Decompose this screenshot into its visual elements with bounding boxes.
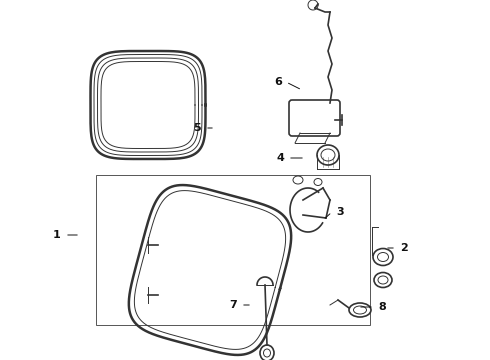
- Ellipse shape: [353, 306, 367, 314]
- Ellipse shape: [314, 179, 322, 185]
- Ellipse shape: [321, 149, 335, 161]
- Text: 6: 6: [274, 77, 282, 87]
- Ellipse shape: [374, 273, 392, 288]
- Ellipse shape: [260, 345, 274, 360]
- Ellipse shape: [377, 252, 389, 261]
- Bar: [96, 175, 370, 325]
- Text: 8: 8: [378, 302, 386, 312]
- Text: 2: 2: [400, 243, 408, 253]
- Text: 5: 5: [193, 123, 201, 133]
- Ellipse shape: [349, 303, 371, 317]
- Ellipse shape: [293, 176, 303, 184]
- Text: 1: 1: [53, 230, 61, 240]
- Ellipse shape: [378, 276, 388, 284]
- Ellipse shape: [317, 145, 339, 165]
- Ellipse shape: [373, 248, 393, 266]
- Ellipse shape: [264, 349, 270, 357]
- Text: 3: 3: [336, 207, 344, 217]
- Text: 4: 4: [276, 153, 284, 163]
- Text: 7: 7: [229, 300, 237, 310]
